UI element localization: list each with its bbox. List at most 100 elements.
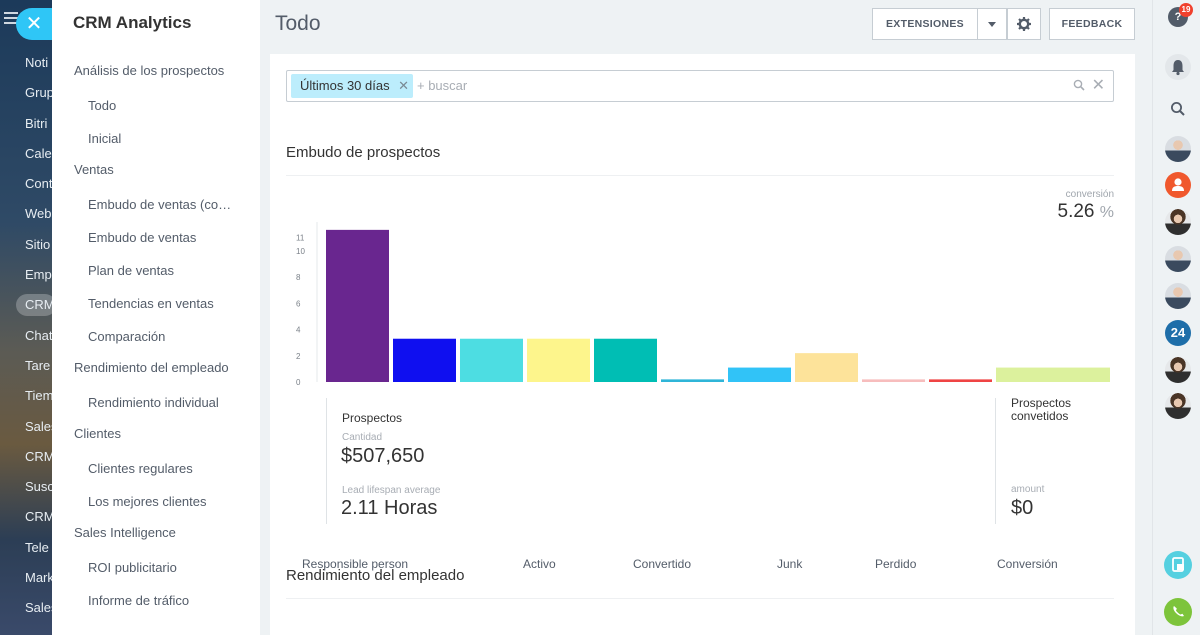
background-nav-item[interactable]: Web (25, 206, 52, 222)
background-nav-item[interactable]: CRM (25, 509, 52, 525)
y-tick-label: 6 (296, 299, 301, 308)
settings-button[interactable] (1007, 8, 1041, 40)
sidebar-item[interactable]: Los mejores clientes (88, 494, 207, 509)
y-tick-label: 4 (296, 326, 301, 335)
extensions-dropdown-button[interactable] (977, 8, 1007, 40)
notifications-button[interactable] (1165, 54, 1191, 80)
background-nav-item[interactable]: Sales (25, 600, 52, 616)
background-nav-item[interactable]: Mark (25, 570, 52, 586)
background-nav-item[interactable]: CRM (16, 294, 52, 324)
global-search-button[interactable] (1165, 96, 1191, 122)
filter-chip-period[interactable]: Últimos 30 días ✕ (291, 74, 413, 98)
filter-search-bar[interactable]: Últimos 30 días ✕ + buscar ✕ (286, 70, 1114, 102)
background-nav-item[interactable]: Grup (25, 85, 52, 101)
table-column-header[interactable]: Convertido (633, 557, 692, 571)
background-nav-item[interactable]: Sitio (25, 236, 51, 252)
table-column-header[interactable]: Activo (523, 557, 556, 571)
contact-avatar-default[interactable] (1165, 172, 1191, 198)
sidebar-item[interactable]: ROI publicitario (88, 560, 177, 575)
amount-value: $0 (1011, 497, 1034, 519)
sidebar-item[interactable]: Embudo de ventas (88, 230, 197, 245)
sidebar-item[interactable]: Todo (88, 98, 117, 113)
sidebar-item[interactable]: Embudo de ventas (compras repetidas) (88, 197, 232, 212)
sidebar-item[interactable]: Rendimiento individual (88, 395, 219, 410)
funnel-bar[interactable] (862, 379, 925, 382)
sidebar-menu: Análisis de los prospectos Todo Inicial Ven… (52, 58, 260, 619)
background-nav-item[interactable]: Sales (25, 418, 52, 434)
filter-chip-label: Últimos 30 días (300, 78, 390, 93)
contact-avatar[interactable] (1165, 246, 1191, 272)
funnel-bar[interactable] (594, 338, 657, 382)
notes-button[interactable] (1164, 551, 1192, 579)
quantity-label: Cantidad (342, 432, 383, 443)
sidebar-item[interactable]: Tendencias en ventas (88, 296, 214, 311)
funnel-bar[interactable] (527, 338, 590, 382)
funnel-bar[interactable] (996, 367, 1110, 382)
note-icon (1172, 557, 1184, 572)
background-nav-item[interactable]: CRM (25, 448, 52, 464)
contact-avatar[interactable] (1165, 136, 1191, 162)
right-toolbar: ? 19 24 (1152, 0, 1200, 635)
user-icon (1172, 178, 1184, 191)
contact-avatar[interactable] (1165, 283, 1191, 309)
y-tick-label: 2 (296, 352, 301, 361)
y-tick-label: 11 (296, 234, 305, 243)
contact-avatar[interactable] (1165, 357, 1191, 383)
performance-title: Rendimiento del empleado (286, 567, 465, 584)
background-nav: Noti Grup Bitri Cale Cont Web Sitio Emp CRM Chat T… (16, 52, 52, 628)
sidebar-group-heading[interactable]: Análisis de los prospectos (74, 63, 225, 78)
feedback-button[interactable]: FEEDBACK (1049, 8, 1135, 40)
background-nav-item[interactable]: Tiem (25, 388, 52, 404)
funnel-bar-chart: 0 2 4 6 8 10 11 (296, 222, 1110, 387)
contact-avatar[interactable] (1165, 393, 1191, 419)
sidebar-item[interactable]: Informe de tráfico (88, 593, 190, 608)
funnel-bar[interactable] (929, 379, 992, 382)
funnel-bar[interactable] (795, 353, 858, 382)
background-nav-item[interactable]: Tele (25, 539, 49, 555)
background-nav-item[interactable]: Bitri (25, 115, 48, 131)
bell-icon (1172, 60, 1184, 76)
sidebar-item[interactable]: Clientes regulares (88, 461, 193, 476)
remove-chip-icon[interactable]: ✕ (398, 78, 409, 93)
background-nav-item[interactable]: Cont (25, 176, 52, 192)
search-input[interactable]: + buscar (417, 78, 468, 93)
gear-icon (1017, 17, 1031, 31)
sidebar-group-heading[interactable]: Ventas (74, 162, 114, 177)
contact-avatar[interactable] (1165, 209, 1191, 235)
clear-search-icon[interactable]: ✕ (1091, 77, 1105, 94)
sidebar-item[interactable]: Inicial (88, 131, 122, 146)
sidebar-item[interactable]: Plan de ventas (88, 263, 175, 278)
table-column-header[interactable]: Responsible person (302, 557, 409, 571)
sidebar-group-heading[interactable]: Clientes (74, 426, 121, 441)
background-nav-item[interactable]: Susc (25, 479, 52, 495)
phone-icon (1173, 606, 1184, 617)
funnel-bar[interactable] (661, 379, 724, 382)
sidebar-title: CRM Analytics (73, 13, 192, 32)
funnel-bar[interactable] (393, 338, 456, 382)
funnel-bar[interactable] (460, 338, 523, 382)
funnel-bar[interactable] (326, 229, 389, 382)
search-icon[interactable] (1073, 79, 1085, 91)
table-column-header[interactable]: Junk (777, 557, 803, 571)
y-tick-label: 8 (296, 273, 301, 282)
sidebar-group-heading[interactable]: Rendimiento del empleado (74, 360, 229, 375)
table-column-header[interactable]: Perdido (875, 557, 917, 571)
background-nav-item[interactable]: Tare (25, 357, 51, 373)
sidebar-item[interactable]: Comparación (88, 329, 166, 344)
extensions-button[interactable]: EXTENSIONES (872, 8, 978, 40)
background-nav-item[interactable]: Cale (25, 145, 52, 161)
funnel-bar[interactable] (728, 367, 791, 382)
close-slider-button[interactable]: ✕ (16, 8, 52, 40)
y-tick-label: 0 (296, 378, 301, 387)
lifespan-label: Lead lifespan average (342, 485, 441, 496)
background-portal-strip: ✕ Noti Grup Bitri Cale Cont Web Sitio Emp CRM Cha… (0, 0, 52, 635)
menu-burger-icon[interactable] (4, 12, 18, 24)
background-nav-item[interactable]: Chat (25, 327, 52, 343)
background-nav-item[interactable]: Noti (25, 55, 49, 70)
background-nav-item[interactable]: Emp (25, 267, 52, 283)
bitrix24-chat-button[interactable]: 24 (1165, 320, 1191, 346)
prospects-heading: Prospectos (342, 411, 403, 425)
table-column-header[interactable]: Conversión (997, 557, 1058, 571)
sidebar-group-heading[interactable]: Sales Intelligence (74, 525, 176, 540)
phone-button[interactable] (1164, 598, 1192, 626)
